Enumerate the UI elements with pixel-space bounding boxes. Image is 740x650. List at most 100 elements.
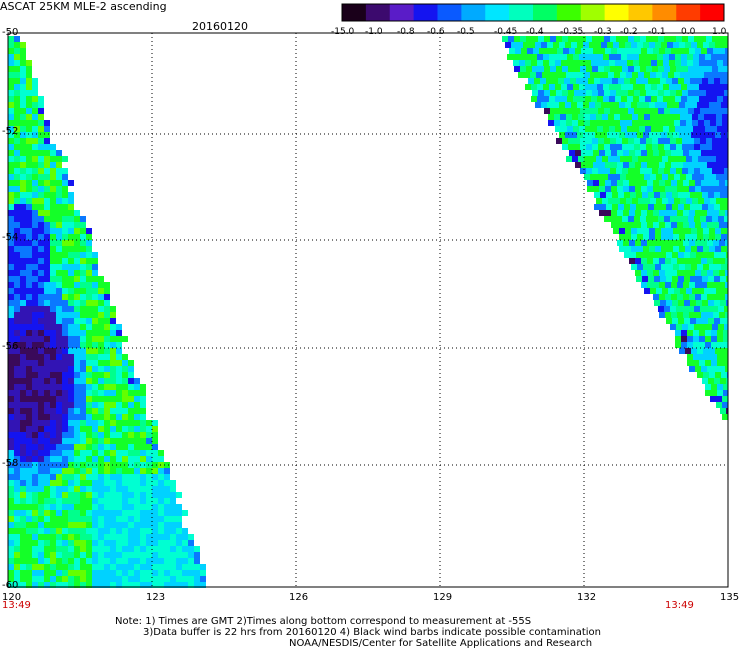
swath-pixel	[688, 36, 694, 42]
swath-pixel	[44, 210, 50, 216]
swath-pixel	[44, 396, 50, 402]
swath-pixel	[630, 192, 636, 198]
swath-pixel	[14, 504, 20, 510]
swath-pixel	[80, 528, 86, 534]
swath-pixel	[44, 444, 50, 450]
swath-pixel	[631, 102, 637, 108]
swath-pixel	[140, 450, 146, 456]
swath-pixel	[705, 390, 711, 396]
swath-pixel	[74, 558, 80, 564]
swath-pixel	[80, 486, 86, 492]
swath-pixel	[98, 324, 104, 330]
swath-pixel	[26, 132, 32, 138]
swath-pixel	[584, 120, 590, 126]
swath-pixel	[708, 276, 714, 282]
swath-pixel	[68, 510, 74, 516]
swath-pixel	[134, 378, 140, 384]
swath-pixel	[643, 264, 649, 270]
swath-pixel	[80, 294, 86, 300]
swath-pixel	[654, 252, 660, 258]
swath-pixel	[634, 144, 640, 150]
swath-pixel	[128, 432, 134, 438]
swath-pixel	[122, 426, 128, 432]
swath-pixel	[705, 360, 711, 366]
swath-pixel	[194, 576, 200, 582]
swath-pixel	[699, 342, 705, 348]
swath-pixel	[601, 102, 607, 108]
swath-pixel	[134, 534, 140, 540]
swath-pixel	[68, 504, 74, 510]
swath-pixel	[116, 324, 122, 330]
swath-pixel	[44, 468, 50, 474]
swath-pixel	[56, 450, 62, 456]
swath-pixel	[62, 408, 68, 414]
swath-pixel	[56, 462, 62, 468]
swath-pixel	[669, 84, 675, 90]
swath-pixel	[688, 324, 694, 330]
swath-pixel	[652, 138, 658, 144]
swath-pixel	[128, 360, 134, 366]
swath-pixel	[104, 468, 110, 474]
swath-pixel	[719, 240, 725, 246]
swath-pixel	[14, 324, 20, 330]
swath-pixel	[32, 342, 38, 348]
swath-pixel	[14, 450, 20, 456]
swath-pixel	[579, 54, 585, 60]
swath-pixel	[68, 432, 74, 438]
swath-pixel	[32, 144, 38, 150]
swath-pixel	[598, 66, 604, 72]
swath-pixel	[20, 42, 26, 48]
swath-pixel	[682, 108, 688, 114]
swath-pixel	[182, 582, 188, 588]
swath-pixel	[14, 426, 20, 432]
swath-pixel	[38, 102, 44, 108]
swath-pixel	[673, 246, 679, 252]
swath-pixel	[146, 420, 152, 426]
swath-pixel	[140, 384, 146, 390]
swath-pixel	[38, 204, 44, 210]
swath-pixel	[716, 72, 722, 78]
swath-pixel	[639, 96, 645, 102]
swath-pixel	[700, 108, 706, 114]
swath-pixel	[551, 48, 557, 54]
swath-pixel	[619, 234, 625, 240]
swath-pixel	[695, 258, 701, 264]
swath-pixel	[655, 234, 661, 240]
swath-pixel	[68, 498, 74, 504]
swath-pixel	[74, 270, 80, 276]
swath-pixel	[14, 438, 20, 444]
swath-pixel	[50, 216, 56, 222]
swath-pixel	[585, 84, 591, 90]
swath-pixel	[32, 396, 38, 402]
swath-pixel	[566, 156, 572, 162]
swath-pixel	[8, 60, 14, 66]
swath-pixel	[692, 120, 698, 126]
swath-pixel	[14, 528, 20, 534]
swath-pixel	[633, 126, 639, 132]
swath-pixel	[676, 36, 682, 42]
swath-pixel	[654, 78, 660, 84]
swath-pixel	[116, 534, 122, 540]
swath-pixel	[56, 540, 62, 546]
swath-pixel	[14, 246, 20, 252]
swath-pixel	[50, 324, 56, 330]
swath-pixel	[20, 366, 26, 372]
swath-pixel	[683, 162, 689, 168]
swath-pixel	[697, 42, 703, 48]
swath-pixel	[623, 222, 629, 228]
swath-pixel	[74, 408, 80, 414]
swath-pixel	[8, 72, 14, 78]
swath-pixel	[624, 192, 630, 198]
swath-pixel	[556, 66, 562, 72]
swath-pixel	[98, 564, 104, 570]
swath-pixel	[562, 144, 568, 150]
swath-pixel	[80, 432, 86, 438]
swath-pixel	[704, 198, 710, 204]
swath-pixel	[92, 264, 98, 270]
swath-pixel	[725, 270, 728, 276]
swath-pixel	[26, 354, 32, 360]
swath-pixel	[62, 564, 68, 570]
swath-pixel	[679, 264, 685, 270]
swath-pixel	[104, 552, 110, 558]
colorbar-label: -0.1	[648, 27, 666, 37]
